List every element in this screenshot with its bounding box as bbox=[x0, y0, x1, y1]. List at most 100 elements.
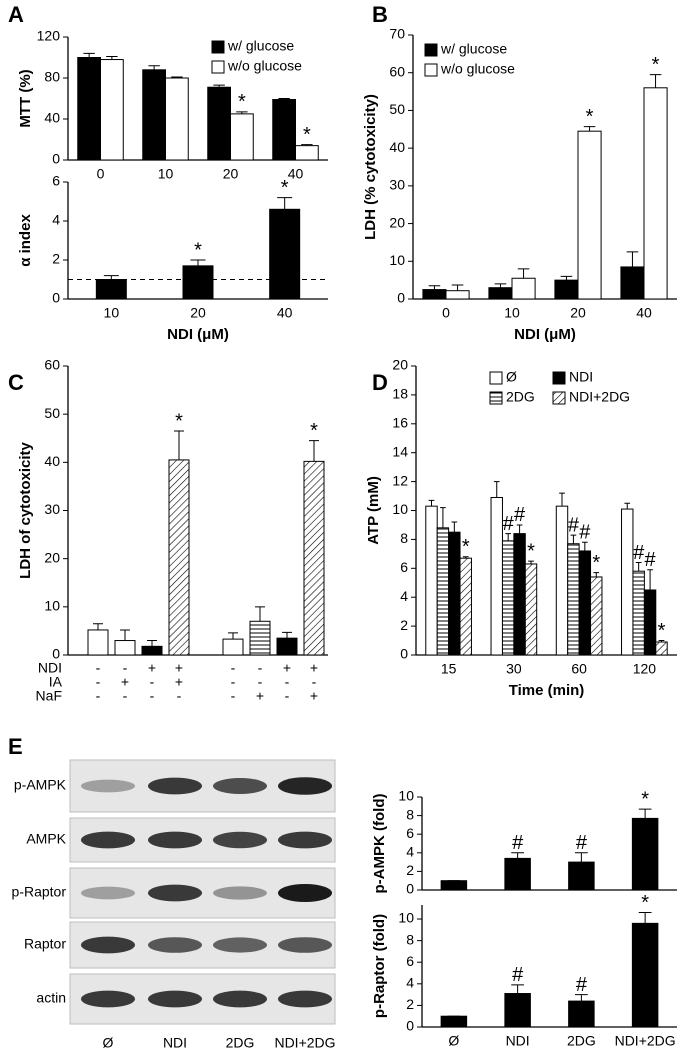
blot-band bbox=[213, 778, 267, 794]
error-bar bbox=[171, 76, 183, 78]
condition-sign: - bbox=[258, 660, 263, 676]
error-bar bbox=[451, 284, 464, 291]
panel-label: E bbox=[8, 734, 23, 759]
error-bar bbox=[190, 259, 206, 266]
error-bar bbox=[583, 126, 596, 132]
condition-sign: - bbox=[123, 660, 128, 676]
y-tick-label: 0 bbox=[52, 290, 60, 306]
y-tick-label: 20 bbox=[44, 549, 60, 565]
y-tick-label: 16 bbox=[392, 415, 408, 431]
blot-band bbox=[278, 777, 332, 795]
bar bbox=[422, 289, 447, 300]
x-tick-label: 10 bbox=[158, 166, 174, 182]
blot-band bbox=[81, 831, 135, 849]
bar bbox=[504, 993, 531, 1028]
bar bbox=[554, 279, 579, 300]
condition-sign: + bbox=[256, 688, 264, 704]
bar bbox=[440, 880, 468, 891]
y-tick-label: 4 bbox=[406, 844, 414, 860]
y-tick-label: 4 bbox=[406, 975, 414, 991]
y-tick-label: 30 bbox=[44, 501, 60, 517]
condition-sign: - bbox=[123, 688, 128, 704]
bar bbox=[77, 57, 101, 161]
y-tick-label: 0 bbox=[397, 290, 405, 306]
annotation: * bbox=[527, 540, 535, 562]
y-tick-label: 12 bbox=[392, 472, 408, 488]
y-tick-label: 10 bbox=[44, 598, 60, 614]
legend-label: w/ glucose bbox=[440, 41, 507, 57]
x-axis-label: NDI (μM) bbox=[514, 326, 576, 343]
x-tick-label: 0 bbox=[97, 166, 105, 182]
x-tick-label: 40 bbox=[277, 305, 293, 321]
bar bbox=[448, 531, 461, 656]
bar bbox=[440, 1015, 468, 1028]
bar bbox=[632, 570, 645, 656]
bar bbox=[578, 550, 592, 656]
y-tick-label: 80 bbox=[44, 69, 60, 85]
x-tick-label: NDI bbox=[506, 1033, 530, 1049]
annotation: * bbox=[175, 410, 183, 432]
blot-band bbox=[213, 990, 267, 1008]
condition-sign: - bbox=[177, 688, 182, 704]
error-bar bbox=[277, 197, 293, 210]
blot-row-label: p-Raptor bbox=[12, 884, 67, 900]
y-tick-label: 2 bbox=[52, 251, 60, 267]
condition-sign: + bbox=[283, 660, 291, 676]
x-tick-label: NDI+2DG bbox=[615, 1033, 676, 1049]
y-tick-label: 8 bbox=[406, 931, 414, 947]
bar bbox=[142, 69, 166, 161]
error-bar bbox=[451, 521, 458, 533]
y-tick-label: 8 bbox=[406, 806, 414, 822]
blot-band bbox=[81, 936, 135, 954]
error-bar bbox=[638, 912, 652, 924]
annotation: * bbox=[641, 788, 649, 810]
bar bbox=[631, 817, 659, 891]
y-tick-label: 40 bbox=[44, 110, 60, 126]
x-tick-label: 20 bbox=[570, 305, 586, 321]
annotation: # bbox=[576, 832, 588, 854]
y-axis-label: p-AMPK (fold) bbox=[371, 794, 388, 894]
legend-swatch bbox=[424, 43, 438, 57]
y-tick-label: 6 bbox=[52, 173, 60, 189]
bar bbox=[114, 640, 136, 656]
error-bar bbox=[278, 98, 290, 100]
bar bbox=[504, 857, 531, 891]
condition-sign: - bbox=[96, 660, 101, 676]
bar bbox=[436, 527, 450, 656]
error-bar bbox=[93, 623, 103, 630]
y-tick-label: 6 bbox=[406, 825, 414, 841]
bar bbox=[95, 279, 127, 300]
blot-band bbox=[148, 777, 202, 795]
blot-band bbox=[148, 937, 202, 953]
annotation: # bbox=[645, 549, 657, 571]
error-bar bbox=[282, 631, 292, 639]
y-axis-label: p-Raptor (fold) bbox=[371, 914, 388, 1018]
annotation: # bbox=[568, 514, 580, 536]
bar bbox=[577, 130, 602, 300]
annotation: * bbox=[310, 420, 318, 442]
condition-sign: - bbox=[231, 660, 236, 676]
annotation: * bbox=[658, 620, 666, 642]
error-bar bbox=[83, 52, 95, 58]
y-tick-label: 50 bbox=[389, 101, 405, 117]
annotation: * bbox=[238, 91, 246, 113]
error-bar bbox=[638, 808, 652, 819]
y-tick-label: 8 bbox=[400, 530, 408, 546]
x-tick-label: 30 bbox=[506, 661, 522, 677]
y-tick-label: 40 bbox=[44, 453, 60, 469]
error-bar bbox=[511, 984, 524, 994]
error-bar bbox=[106, 55, 118, 60]
condition-sign: - bbox=[231, 674, 236, 690]
blot-row-label: Raptor bbox=[24, 936, 66, 952]
error-bar bbox=[559, 492, 565, 507]
x-tick-label: 120 bbox=[633, 661, 657, 677]
annotation: * bbox=[303, 124, 311, 146]
bar bbox=[643, 589, 657, 656]
error-bar bbox=[174, 430, 184, 460]
y-axis-label: MTT (%) bbox=[17, 69, 34, 127]
x-tick-label: 0 bbox=[442, 305, 450, 321]
blot-band bbox=[148, 884, 202, 902]
y-tick-label: 20 bbox=[392, 357, 408, 373]
bar bbox=[590, 576, 603, 656]
annotation: * bbox=[641, 892, 649, 914]
